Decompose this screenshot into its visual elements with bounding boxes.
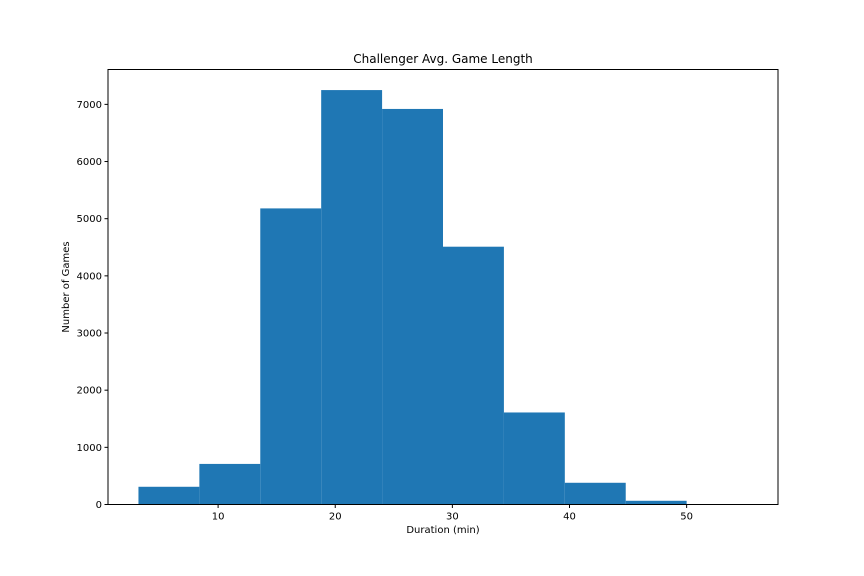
x-tick-label: 20 [329, 512, 342, 523]
plot-frame [107, 69, 779, 505]
histogram-bar [321, 90, 383, 505]
histogram-bar [138, 486, 200, 505]
x-tick-label: 50 [680, 512, 693, 523]
y-tick-label: 0 [96, 500, 102, 511]
y-tick-label: 1000 [77, 443, 102, 454]
histogram-bar [382, 108, 443, 505]
y-tick-label: 7000 [77, 100, 102, 111]
y-tick-label: 6000 [77, 157, 102, 168]
chart-title: Challenger Avg. Game Length [353, 52, 533, 66]
y-axis-label: Number of Games [61, 241, 72, 332]
x-axis-label: Duration (min) [406, 525, 479, 536]
bars-group [138, 90, 748, 505]
x-tick-label: 10 [212, 512, 225, 523]
x-tick-label: 40 [563, 512, 576, 523]
x-tick-label: 30 [446, 512, 459, 523]
y-axis: 0 1000 2000 3000 4000 5000 6000 7000 [77, 100, 108, 511]
y-tick-label: 5000 [77, 214, 102, 225]
histogram-bar [564, 482, 626, 505]
y-tick-label: 4000 [77, 271, 102, 282]
y-tick-label: 2000 [77, 386, 102, 397]
histogram-bar [443, 246, 504, 505]
histogram-bar [199, 463, 261, 505]
histogram-bar [260, 208, 322, 505]
histogram-bar [503, 412, 565, 505]
x-axis: 10 20 30 40 50 [212, 504, 693, 523]
histogram-bar [625, 500, 687, 505]
y-tick-label: 3000 [77, 329, 102, 340]
